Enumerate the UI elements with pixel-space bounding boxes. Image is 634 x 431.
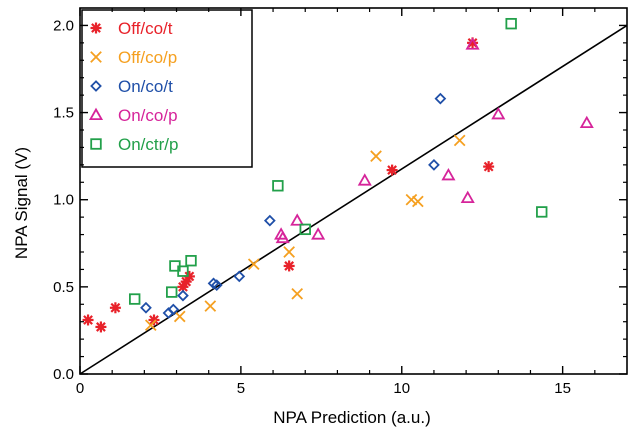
x-tick-label-1: 5 <box>237 380 245 397</box>
data-point-1-6 <box>370 150 382 162</box>
data-point-2-5 <box>210 279 223 291</box>
marker-layer <box>82 17 594 333</box>
legend-label-3: On/co/p <box>118 106 178 125</box>
data-point-1-3 <box>247 258 260 271</box>
data-point-2-6 <box>233 270 246 283</box>
x-tick-label-2: 10 <box>393 380 410 397</box>
data-point-1-1 <box>173 310 186 323</box>
data-point-3-9 <box>579 115 594 129</box>
data-point-2-8 <box>428 158 440 171</box>
legend: Off/co/t Off/co/p On/co/t On/co/p On/ctr/p <box>81 9 253 168</box>
data-point-3-2 <box>290 213 305 226</box>
data-point-0-2 <box>109 302 121 314</box>
plot-frame <box>79 7 628 375</box>
data-point-4-5 <box>272 180 284 192</box>
data-point-4-1 <box>166 286 178 298</box>
y-tick-label-3: 1.5 <box>53 105 74 122</box>
data-point-4-8 <box>536 206 548 218</box>
legend-marker-0 <box>90 22 102 34</box>
data-point-3-8 <box>491 107 506 120</box>
legend-label-0: Off/co/t <box>118 19 173 38</box>
data-point-2-0 <box>140 301 152 314</box>
data-point-2-9 <box>434 92 447 105</box>
data-point-4-3 <box>177 265 189 277</box>
data-point-4-0 <box>128 293 141 305</box>
data-point-3-3 <box>311 227 326 240</box>
data-point-0-3 <box>148 314 160 326</box>
legend-label-2: On/co/t <box>118 77 173 96</box>
data-point-2-3 <box>177 289 189 302</box>
data-point-0-9 <box>483 161 495 173</box>
data-point-0-8 <box>386 164 398 176</box>
legend-marker-2 <box>90 80 102 92</box>
data-point-2-7 <box>263 214 276 227</box>
data-point-3-5 <box>441 168 456 181</box>
y-axis-title: NPA Signal (V) <box>12 147 31 259</box>
x-tick-label-0: 0 <box>76 380 84 397</box>
data-point-1-9 <box>453 134 466 147</box>
data-point-3-4 <box>357 173 372 186</box>
data-point-4-7 <box>505 17 517 30</box>
data-point-3-6 <box>460 190 475 203</box>
legend-marker-4 <box>90 138 102 150</box>
legend-label-4: On/ctr/p <box>118 135 178 154</box>
y-tick-label-4: 2.0 <box>53 17 74 34</box>
y-tick-label-2: 1.0 <box>53 192 74 209</box>
y-tick-label-0: 0.0 <box>53 366 74 383</box>
axes: 0 5 10 15 0.0 0.5 1.0 1.5 2.0 <box>53 7 628 397</box>
data-point-4-4 <box>185 255 197 267</box>
x-tick-label-3: 15 <box>554 380 571 397</box>
legend-marker-3 <box>88 107 104 121</box>
data-point-2-2 <box>167 303 180 316</box>
data-point-0-0 <box>82 314 94 326</box>
data-point-0-1 <box>95 321 107 333</box>
x-axis-title: NPA Prediction (a.u.) <box>273 408 430 427</box>
data-point-1-4 <box>283 246 295 258</box>
data-point-1-5 <box>291 287 304 300</box>
data-point-3-1 <box>275 230 290 244</box>
data-point-1-8 <box>412 195 424 208</box>
y-tick-label-1: 0.5 <box>53 279 74 296</box>
data-point-0-7 <box>283 260 295 272</box>
legend-label-1: Off/co/p <box>118 48 177 67</box>
data-point-3-7 <box>465 37 480 50</box>
legend-box <box>81 9 253 168</box>
data-point-4-6 <box>299 223 311 236</box>
legend-marker-1 <box>90 51 102 63</box>
data-point-1-0 <box>144 319 157 332</box>
data-point-1-2 <box>204 300 217 312</box>
